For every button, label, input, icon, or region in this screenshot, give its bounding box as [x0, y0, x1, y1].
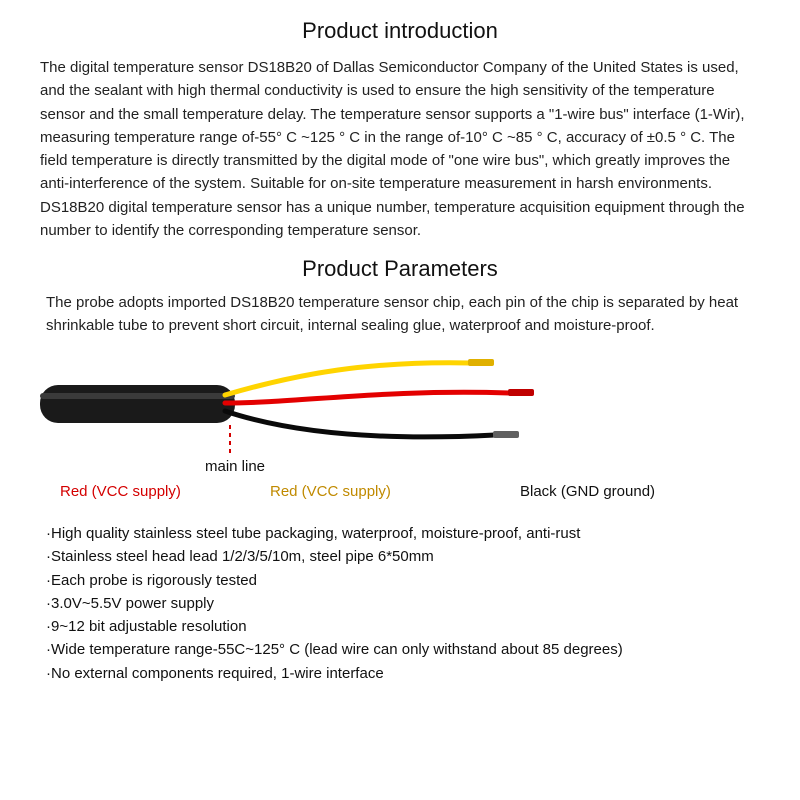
spec-list: ·High quality stainless steel tube packa…: [46, 522, 760, 685]
wire-label-row: Red (VCC supply) Red (VCC supply) Black …: [40, 483, 760, 500]
wire-label-yellow: Red (VCC supply): [270, 483, 520, 500]
svg-text:main line: main line: [205, 458, 265, 475]
spec-item: ·Wide temperature range-55C~125° C (lead…: [46, 638, 760, 661]
wire-label-black: Black (GND ground): [520, 483, 760, 500]
spec-item: ·9~12 bit adjustable resolution: [46, 615, 760, 638]
spec-item: ·Each probe is rigorously tested: [46, 569, 760, 592]
intro-title: Product introduction: [40, 18, 760, 44]
params-title: Product Parameters: [40, 256, 760, 282]
wire-label-red: Red (VCC supply): [60, 483, 270, 500]
wire-svg: main line: [40, 343, 760, 483]
spec-item: ·Stainless steel head lead 1/2/3/5/10m, …: [46, 545, 760, 568]
spec-item: ·3.0V~5.5V power supply: [46, 592, 760, 615]
intro-body: The digital temperature sensor DS18B20 o…: [40, 56, 760, 242]
wire-diagram: main line: [40, 343, 760, 483]
spec-item: ·High quality stainless steel tube packa…: [46, 522, 760, 545]
spec-item: ·No external components required, 1-wire…: [46, 662, 760, 685]
params-intro: The probe adopts imported DS18B20 temper…: [46, 292, 754, 337]
